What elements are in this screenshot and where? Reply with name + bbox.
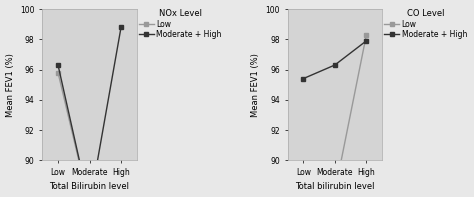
Y-axis label: Mean FEV1 (%): Mean FEV1 (%) [6, 53, 15, 117]
Legend: Low, Moderate + High: Low, Moderate + High [139, 9, 222, 39]
Moderate + High [301, 77, 306, 80]
Y-axis label: Mean FEV1 (%): Mean FEV1 (%) [251, 53, 260, 117]
Line: Low: Low [301, 33, 368, 197]
Low [332, 191, 337, 193]
Moderate + High [118, 26, 124, 28]
Moderate + High [364, 40, 369, 42]
Line: Low: Low [56, 71, 123, 197]
Moderate + High [332, 64, 337, 66]
X-axis label: Total Bilirubin level: Total Bilirubin level [50, 182, 129, 191]
Moderate + High [55, 64, 61, 66]
Line: Moderate + High: Moderate + High [301, 39, 368, 80]
Legend: Low, Moderate + High: Low, Moderate + High [384, 9, 467, 39]
X-axis label: Total bilirubin level: Total bilirubin level [295, 182, 374, 191]
Low [364, 33, 369, 36]
Line: Moderate + High: Moderate + High [56, 25, 123, 197]
Low [55, 71, 61, 74]
